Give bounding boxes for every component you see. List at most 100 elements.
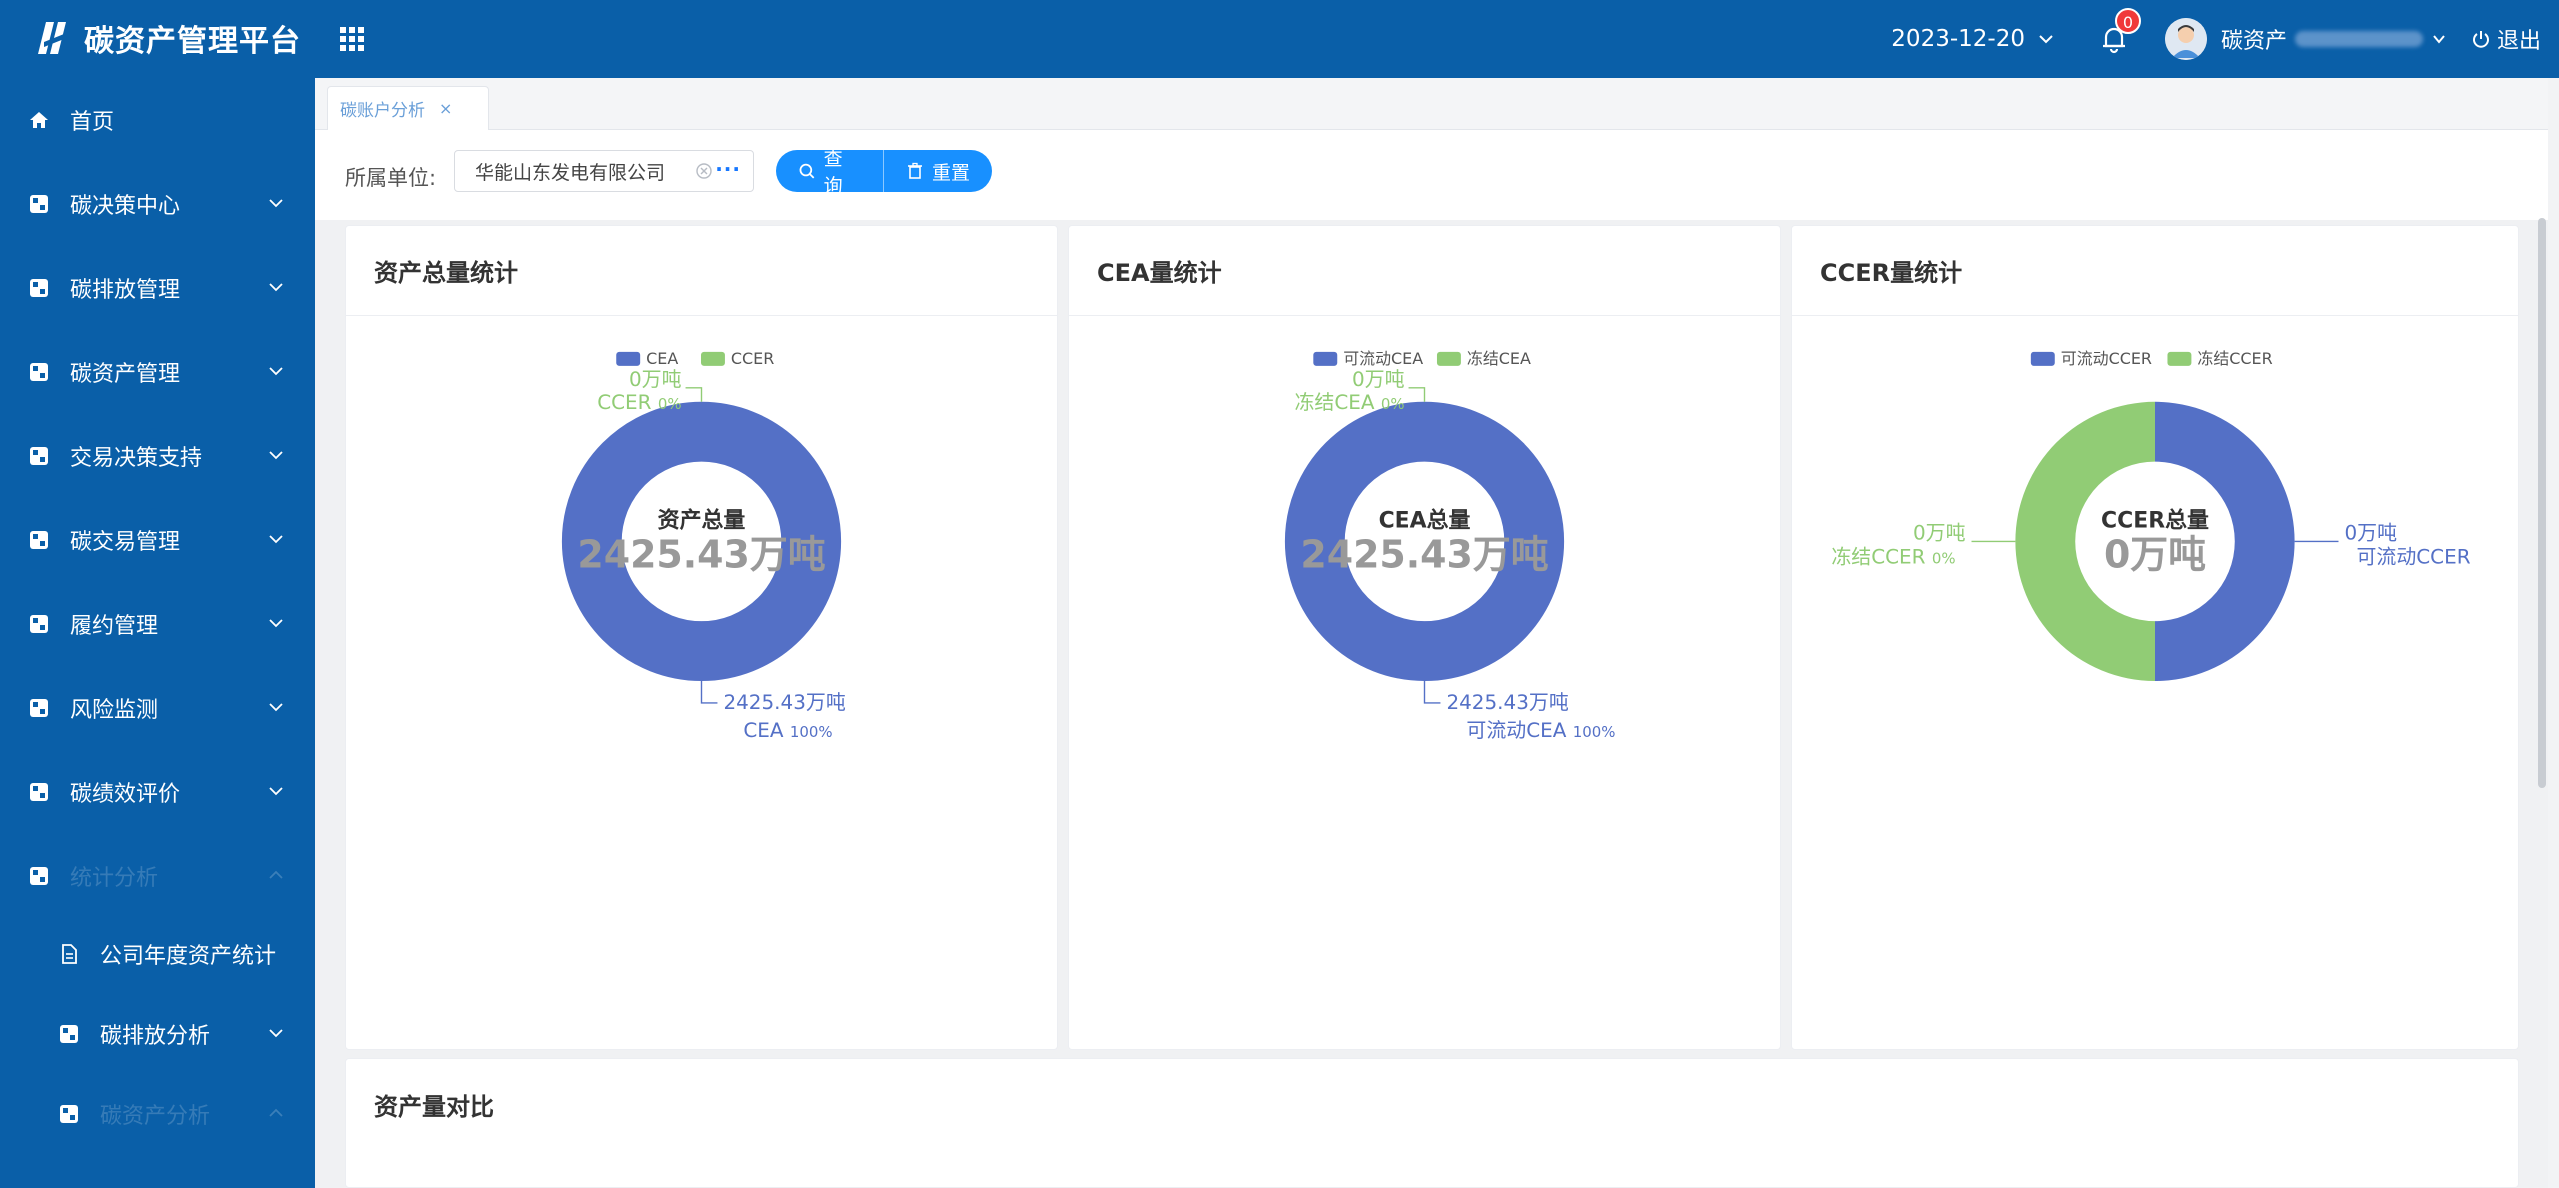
legend-label: CCER [731,349,774,368]
center-value: 0万吨 [2104,532,2206,576]
module-icon [30,447,48,465]
date-selector[interactable]: 2023-12-20 [1891,26,2055,52]
app-logo: 碳资产管理平台 [34,16,301,60]
slice-value: 0万吨 [1352,367,1405,391]
chart-legend[interactable]: 可流动CEA 冻结CEA [1313,349,1531,368]
main-area: 碳账户分析 × 所属单位: 华能山东发电有限公司 ··· 查询 重置 [315,78,2548,1188]
module-icon [60,1025,78,1043]
scroll-thumb[interactable] [2538,218,2546,788]
unit-label: 所属单位: [345,166,437,190]
legend-swatch [1436,351,1461,366]
legend-item[interactable]: CCER [701,349,774,368]
user-org-redacted [2294,31,2423,47]
power-icon [2473,31,2489,48]
notification-button[interactable]: 0 [2097,8,2141,56]
slice-0 [1284,401,1565,682]
sidebar-item-statistics[interactable]: 统计分析 [0,834,315,918]
avatar[interactable] [2164,18,2207,60]
chevron-down-icon [269,619,283,628]
slice-value: 0万吨 [1913,520,1966,544]
center-value: 2425.43万吨 [1300,532,1548,576]
chevron-down-icon [269,1029,283,1038]
chevron-up-icon [269,1108,283,1117]
module-icon [30,615,48,633]
center-value: 2425.43万吨 [577,532,825,576]
center-label: CCER总量 [2101,507,2209,533]
query-button[interactable]: 查询 [776,148,884,197]
filter-bar: 所属单位: 华能山东发电有限公司 ··· 查询 重置 [315,130,2548,220]
card-title: CEA量统计 [1069,226,1780,316]
chevron-down-icon[interactable] [2431,31,2447,47]
slice-name: 可流动CCER [2356,544,2470,568]
slice-value: 0万吨 [629,367,682,391]
scrollbar[interactable] [2534,138,2548,788]
slice-name: CCER 0% [597,390,681,414]
sidebar-item-home[interactable]: 首页 [0,78,315,162]
card-title: CCER量统计 [1792,226,2518,316]
sidebar-item-trade-decision[interactable]: 交易决策支持 [0,414,315,498]
tab-carbon-account-analysis[interactable]: 碳账户分析 × [327,86,489,130]
trash-icon [908,162,922,179]
sidebar-item-performance[interactable]: 碳绩效评价 [0,750,315,834]
module-icon [60,1105,78,1123]
slice-name: CEA 100% [743,718,832,742]
sidebar-item-emission-analysis[interactable]: 碳排放分析 [0,992,315,1076]
legend-item[interactable]: 冻结CEA [1436,349,1531,368]
sidebar-item-emission-mgmt[interactable]: 碳排放管理 [0,246,315,330]
sidebar-item-risk-monitor[interactable]: 风险监测 [0,666,315,750]
sidebar-item-asset-mgmt[interactable]: 碳资产管理 [0,330,315,414]
clear-icon[interactable] [695,162,713,180]
bell-icon [2102,27,2125,54]
module-icon [30,783,48,801]
legend-item[interactable]: 可流动CEA [1313,349,1423,368]
module-icon [30,867,48,885]
logout-button[interactable]: 退出 [2471,23,2541,55]
center-label: 资产总量 [658,507,746,533]
card-cea: CEA量统计 可流动CEA 冻结CEA 0万吨 冻结CEA 0% 2425.43万吨 可流… [1068,225,1781,1050]
chart-legend[interactable]: 可流动CCER 冻结CCER [2030,349,2273,368]
filter-actions: 查询 重置 [776,148,992,197]
legend-item[interactable]: 冻结CCER [2167,349,2273,368]
sidebar-item-decision-center[interactable]: 碳决策中心 [0,162,315,246]
sidebar-item-annual-asset-stats[interactable]: 公司年度资产统计 [0,912,315,996]
sidebar-item-asset-analysis[interactable]: 碳资产分析 [0,1072,315,1156]
tab-label: 碳账户分析 [340,101,425,121]
reset-button[interactable]: 重置 [884,150,992,192]
legend-item[interactable]: CEA [616,349,678,368]
legend-label: 冻结CCER [2197,349,2272,368]
sidebar-item-trade-mgmt[interactable]: 碳交易管理 [0,498,315,582]
close-icon[interactable]: × [439,99,453,118]
unit-select[interactable]: 华能山东发电有限公司 ··· [454,150,754,192]
chevron-down-icon [2039,35,2053,44]
more-icon[interactable]: ··· [715,157,741,181]
card-ccer: CCER量统计 可流动CCER 冻结CCER 0万吨 可流动CCER 0万吨 冻结CCER… [1791,225,2519,1050]
top-bar: 碳资产管理平台 2023-12-20 0 [0,0,2559,78]
chevron-down-icon [269,787,283,796]
logo-icon [38,22,66,54]
logout-label: 退出 [2496,29,2541,54]
legend-label: 可流动CEA [1343,349,1423,368]
date-value: 2023-12-20 [1891,26,2025,52]
slice-value: 2425.43万吨 [1446,690,1568,714]
legend-item[interactable]: 可流动CCER [2030,349,2152,368]
sidebar-item-compliance[interactable]: 履约管理 [0,582,315,666]
unit-value: 华能山东发电有限公司 [475,161,666,184]
card-title: 资产量对比 [374,1092,494,1121]
legend-swatch [701,351,725,366]
document-icon [62,944,77,964]
slice-0 [2155,401,2295,682]
slice-percent: 100% [1573,723,1616,741]
sidebar: 首页 碳决策中心 碳排放管理 碳资产管理 交易决策支持 碳交易管理 履约管理 风… [0,78,315,1188]
module-icon [30,363,48,381]
content-area: 所属单位: 华能山东发电有限公司 ··· 查询 重置 资产总量统计 CEA CCE… [315,130,2548,1188]
slice-percent: 0% [1932,549,1956,567]
app-grid-icon[interactable] [337,24,367,54]
chart-legend[interactable]: CEA CCER [616,349,774,368]
legend-label: 冻结CEA [1467,349,1531,368]
